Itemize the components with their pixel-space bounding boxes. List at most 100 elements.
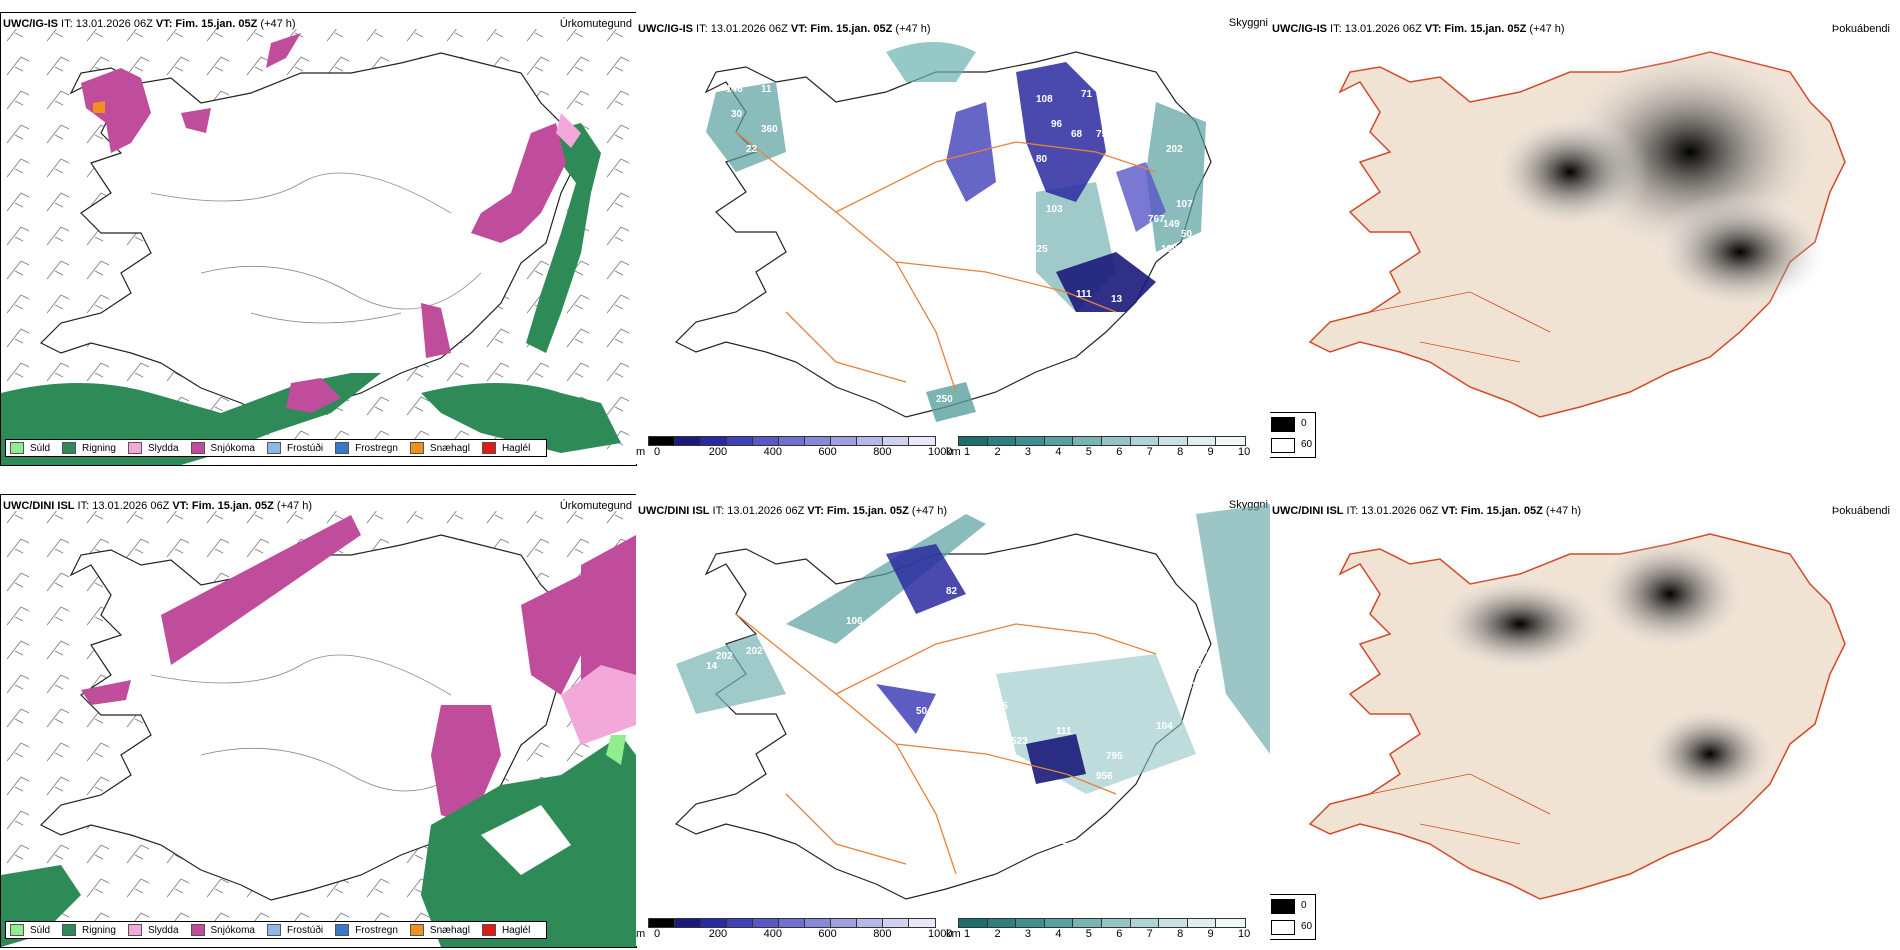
cloud-base-value: 199 bbox=[936, 676, 953, 687]
cloud-base-value: 104 bbox=[1156, 721, 1173, 732]
colorbar-segment bbox=[1158, 918, 1189, 928]
cloud-base-value: 767 bbox=[1148, 214, 1165, 225]
colorbar-tick: 9 bbox=[1207, 446, 1214, 458]
colorbar-tick: 0 bbox=[654, 446, 661, 458]
colorbar-segment bbox=[804, 436, 832, 446]
colorbar-unit: m bbox=[636, 446, 646, 458]
colorbar-tick: 4 bbox=[1055, 928, 1062, 940]
panel-title: Úrkomutegund bbox=[559, 500, 632, 512]
cloud-base-value: 11 bbox=[751, 179, 762, 190]
cloud-base-value: 192 bbox=[1051, 836, 1068, 847]
visibility-colorbar: km 1 2 3 4 5 6 7 8 9 10 bbox=[946, 436, 1256, 464]
legend-item: Frostúði bbox=[266, 924, 323, 936]
colorbar-segment bbox=[1215, 918, 1246, 928]
colorbar-tick: 800 bbox=[873, 446, 892, 458]
cloud-base-value: 295 bbox=[991, 701, 1008, 712]
colorbar-tick: 6 bbox=[1116, 446, 1123, 458]
colorbar-segment bbox=[958, 436, 989, 446]
cloud-panel-igis: UWC/IG-IS IT: 13.01.2026 06Z VT: Fim. 15… bbox=[636, 12, 1270, 464]
fog-legend: 0 60 bbox=[1270, 412, 1316, 458]
colorbar-tick: 600 bbox=[818, 928, 837, 940]
colorbar-tick: 400 bbox=[763, 928, 782, 940]
colorbar-tick: 200 bbox=[708, 928, 728, 940]
colorbar-tick: 400 bbox=[763, 446, 782, 458]
colorbar-tick: 3 bbox=[1024, 446, 1031, 458]
colorbar-segment bbox=[1158, 436, 1189, 446]
colorbar-segment bbox=[882, 436, 910, 446]
colorbar-segment bbox=[986, 436, 1018, 446]
colorbar-tick: 200 bbox=[708, 446, 728, 458]
colorbar-unit: km bbox=[946, 446, 961, 458]
precip-panel-igis: UWC/IG-IS IT: 13.01.2026 06Z VT: Fim. 15… bbox=[0, 12, 637, 466]
legend-item: Súld bbox=[10, 442, 50, 454]
colorbar-tick: 600 bbox=[818, 446, 837, 458]
legend-item: Slydda bbox=[127, 442, 179, 454]
colorbar-segment bbox=[908, 436, 936, 446]
colorbar-tick: 2 bbox=[994, 928, 1001, 940]
fog-panel-igis: UWC/IG-IS IT: 13.01.2026 06Z VT: Fim. 15… bbox=[1270, 12, 1900, 464]
colorbar-segment bbox=[674, 918, 702, 928]
colorbar-segment bbox=[700, 918, 728, 928]
cloud-base-value: 133 bbox=[1181, 681, 1198, 692]
cloud-base-value: 250 bbox=[936, 394, 953, 405]
fog-map bbox=[1308, 533, 1846, 900]
colorbar-segment bbox=[1129, 436, 1161, 446]
colorbar-unit: km bbox=[946, 928, 961, 940]
colorbar-tick: 10 bbox=[1238, 928, 1251, 940]
legend-item: Frostúði bbox=[266, 442, 323, 454]
cloud-base-colorbar: m 0 200 400 600 800 1000 bbox=[636, 436, 952, 464]
cloud-base-value: 80 bbox=[1036, 154, 1048, 165]
panel-header: UWC/DINI ISL IT: 13.01.2026 06Z VT: Fim.… bbox=[3, 500, 313, 512]
colorbar-tick: 6 bbox=[1116, 928, 1123, 940]
cloud-base-value: 523 bbox=[1011, 736, 1028, 747]
colorbar-tick: 7 bbox=[1146, 446, 1153, 458]
colorbar-segment bbox=[1015, 918, 1046, 928]
fog-map bbox=[1308, 42, 1846, 418]
cloud-base-value: 768 bbox=[1166, 656, 1183, 667]
cloud-base-value: 115 bbox=[716, 234, 733, 245]
colorbar-tick: 5 bbox=[1085, 928, 1092, 940]
panel-title: Úrkomutegund bbox=[559, 18, 632, 30]
cloud-base-value: 353 bbox=[1189, 696, 1206, 707]
panel-header: UWC/IG-IS IT: 13.01.2026 06Z VT: Fim. 15… bbox=[3, 18, 296, 30]
colorbar-tick: 5 bbox=[1085, 446, 1092, 458]
cloud-base-value: 82 bbox=[946, 586, 958, 597]
colorbar-segment bbox=[1101, 918, 1132, 928]
colorbar-tick: 3 bbox=[1024, 928, 1031, 940]
cloud-base-value: 202 bbox=[716, 651, 733, 662]
colorbar-tick: 2 bbox=[994, 446, 1001, 458]
cloud-panel-dini: UWC/DINI ISL IT: 13.01.2026 06Z VT: Fim.… bbox=[636, 494, 1270, 946]
colorbar-segment bbox=[700, 436, 728, 446]
cloud-base-value: 30 bbox=[731, 109, 743, 120]
colorbar-segment bbox=[778, 918, 806, 928]
colorbar-segment bbox=[882, 918, 910, 928]
cloud-base-value: 118 bbox=[1191, 646, 1208, 657]
panel-title: Þokuábendi bbox=[1831, 23, 1890, 35]
colorbar-tick: 7 bbox=[1146, 928, 1153, 940]
colorbar-tick: 800 bbox=[873, 928, 892, 940]
cloud-base-value: 91 bbox=[966, 616, 978, 627]
road-network bbox=[735, 131, 1157, 393]
colorbar-segment bbox=[986, 918, 1018, 928]
cloud-base-value: 14 bbox=[706, 661, 718, 672]
precip-map bbox=[1, 29, 636, 465]
panel-title: Þokuábendi bbox=[1831, 505, 1890, 517]
panel-header: UWC/IG-IS IT: 13.01.2026 06Z VT: Fim. 15… bbox=[638, 23, 931, 35]
precip-map bbox=[1, 511, 636, 947]
cloud-base-value: 84 bbox=[1076, 334, 1088, 345]
legend-item: Slydda bbox=[127, 924, 179, 936]
cloud-base-value: 50 bbox=[916, 706, 928, 717]
colorbar-segment bbox=[958, 918, 989, 928]
legend-item: Snæhagl bbox=[409, 442, 470, 454]
cloud-base-value: 111 bbox=[1076, 289, 1092, 300]
cloud-base-value: 201 bbox=[786, 154, 803, 165]
cloud-base-value: 75 bbox=[1096, 129, 1108, 140]
cloud-base-value: 146 bbox=[726, 84, 743, 95]
panel-header: UWC/DINI ISL IT: 13.01.2026 06Z VT: Fim.… bbox=[638, 505, 948, 517]
cloud-base-value: 11 bbox=[761, 84, 772, 95]
snow-area bbox=[81, 68, 151, 153]
